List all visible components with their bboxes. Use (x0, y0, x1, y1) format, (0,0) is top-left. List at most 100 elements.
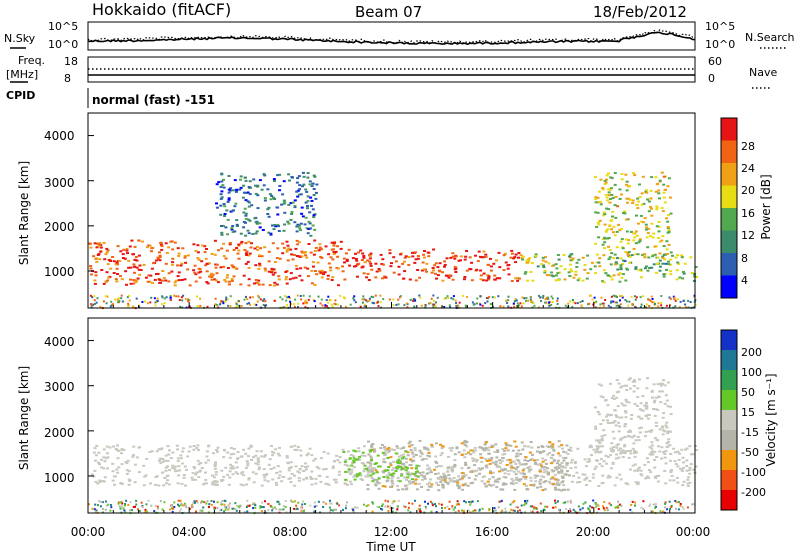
power-point (555, 267, 559, 270)
velocity-point (464, 453, 468, 455)
velocity-point (686, 478, 690, 481)
power-point (248, 193, 252, 196)
velocity-point (369, 449, 373, 452)
velocity-point (179, 457, 183, 460)
power-clutter (329, 299, 332, 302)
power-point (434, 272, 437, 275)
power-clutter (693, 296, 696, 298)
power-clutter (150, 296, 153, 299)
velocity-point (553, 466, 557, 469)
power-clutter (530, 300, 533, 303)
velocity-point (417, 482, 421, 485)
power-point (222, 178, 225, 181)
velocity-point (263, 454, 267, 457)
velocity-point (392, 460, 396, 463)
velocity-point (232, 467, 236, 470)
power-point (123, 257, 127, 260)
velocity-clutter (119, 501, 122, 504)
velocity-point (353, 478, 357, 481)
power-point (430, 271, 434, 274)
power-clutter (187, 298, 190, 301)
velocity-point (199, 462, 203, 464)
power-clutter (419, 296, 422, 299)
velocity-clutter (669, 508, 671, 510)
velocity-point (686, 482, 690, 485)
power-clutter (227, 304, 229, 307)
power-clutter (617, 304, 620, 307)
power-point (298, 274, 302, 277)
power-clutter (627, 304, 630, 307)
velocity-point (525, 488, 529, 491)
velocity-point (663, 456, 667, 459)
velocity-clutter (468, 501, 471, 503)
power-point (657, 221, 661, 223)
power-point (492, 262, 496, 265)
velocity-cb-m100: -100 (741, 466, 766, 479)
power-point (643, 217, 647, 220)
power-point (295, 225, 299, 228)
velocity-point (636, 469, 640, 472)
velocity-clutter (223, 503, 226, 506)
power-point (320, 276, 324, 279)
velocity-point (519, 478, 523, 481)
velocity-clutter (122, 507, 125, 510)
power-point (205, 270, 209, 273)
velocity-point (440, 477, 444, 480)
velocity-point (529, 468, 533, 471)
power-clutter (527, 299, 530, 302)
velocity-point (557, 472, 561, 475)
velocity-point (601, 474, 605, 477)
velocity-clutter (145, 510, 148, 513)
velocity-point (370, 444, 374, 447)
power-point (309, 251, 313, 254)
power-point (589, 268, 593, 271)
power-point (343, 278, 347, 281)
velocity-point (406, 467, 409, 470)
velocity-clutter (194, 501, 196, 504)
velocity-point (512, 460, 516, 463)
power-point (223, 205, 227, 208)
power-point (183, 255, 187, 257)
power-point (134, 281, 138, 284)
power-point (96, 254, 100, 256)
velocity-point (344, 470, 348, 473)
power-point (109, 267, 113, 270)
velocity-clutter (417, 508, 420, 511)
power-point (256, 207, 260, 210)
velocity-point (171, 451, 175, 454)
velocity-point (375, 481, 379, 484)
velocity-clutter (273, 506, 276, 509)
velocity-point (588, 479, 592, 482)
power-point (370, 268, 374, 271)
velocity-point (619, 386, 623, 389)
velocity-point (645, 401, 648, 404)
power-clutter (607, 304, 610, 307)
velocity-point (369, 455, 373, 458)
power-point (502, 269, 506, 271)
velocity-point (645, 387, 649, 390)
velocity-point (535, 474, 539, 477)
power-clutter (336, 303, 339, 306)
velocity-point (211, 474, 214, 477)
velocity-clutter (666, 508, 669, 511)
power-point (228, 283, 231, 286)
velocity-point (624, 411, 628, 414)
velocity-point (477, 467, 481, 470)
velocity-point (390, 473, 394, 476)
velocity-point (623, 410, 627, 412)
velocity-clutter (344, 507, 347, 510)
power-clutter (564, 304, 567, 307)
velocity-point (404, 478, 408, 481)
power-point (270, 269, 274, 272)
power-clutter (297, 302, 300, 305)
velocity-clutter (504, 507, 507, 510)
velocity-clutter (408, 502, 410, 505)
power-point (105, 247, 109, 250)
power-point (313, 228, 317, 231)
power-point (133, 258, 137, 261)
power-point (604, 230, 608, 233)
power-clutter (146, 302, 149, 305)
power-point (289, 202, 293, 205)
power-point (267, 250, 271, 253)
velocity-point (314, 457, 318, 460)
